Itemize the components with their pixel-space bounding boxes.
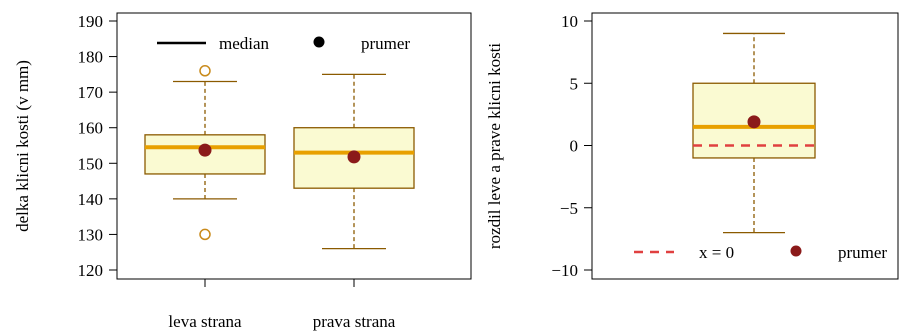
y-tick-label: 180 [78,48,104,67]
x-ticks-left: leva strana prava strana [168,279,396,331]
box-0-mean-point [198,143,212,157]
diff-box-mean-point [747,115,761,129]
box-0-outlier-1 [199,228,211,241]
y-tick-label: 140 [78,190,104,209]
y-tick-label: −10 [551,261,578,280]
y-ticks-left: 120 130 140 150 160 170 180 190 [78,12,117,280]
y-axis-label-left: delka klicni kosti (v mm) [13,60,32,232]
y-tick-label: 5 [570,74,579,93]
y-tick-label: 120 [78,261,104,280]
legend-zero-label: x = 0 [699,243,734,262]
y-tick-label: −5 [560,199,578,218]
legend-mean-label-right: prumer [838,243,887,262]
y-ticks-right: −10 −5 0 5 10 [551,12,592,280]
y-tick-label: 160 [78,119,104,138]
y-tick-label: 0 [570,137,579,156]
boxes-left [144,65,415,250]
chart-left: 120 130 140 150 160 170 180 190 leva strana prav… [13,12,472,331]
y-tick-label: 10 [561,12,578,31]
y-tick-label: 150 [78,154,104,173]
legend-mean-label: prumer [361,34,410,53]
y-tick-label: 130 [78,225,104,244]
x-tick-label: prava strana [313,312,396,331]
legend-median-label: median [219,34,270,53]
y-tick-label: 170 [78,83,104,102]
boxes-right [692,32,816,234]
legend-mean-swatch [313,36,325,48]
y-tick-label: 190 [78,12,104,31]
legend-right: x = 0 prumer [634,243,887,262]
chart-right: −10 −5 0 5 10 rozdil leve a prave klicni kos… [485,12,899,280]
legend-left: median prumer [157,34,410,53]
legend-mean-swatch-right [790,245,802,257]
box-0-outlier-0 [199,65,211,77]
x-tick-label: leva strana [168,312,242,331]
box-1-mean-point [347,150,361,164]
y-axis-label-right: rozdil leve a prave klicni kosti [485,43,504,250]
